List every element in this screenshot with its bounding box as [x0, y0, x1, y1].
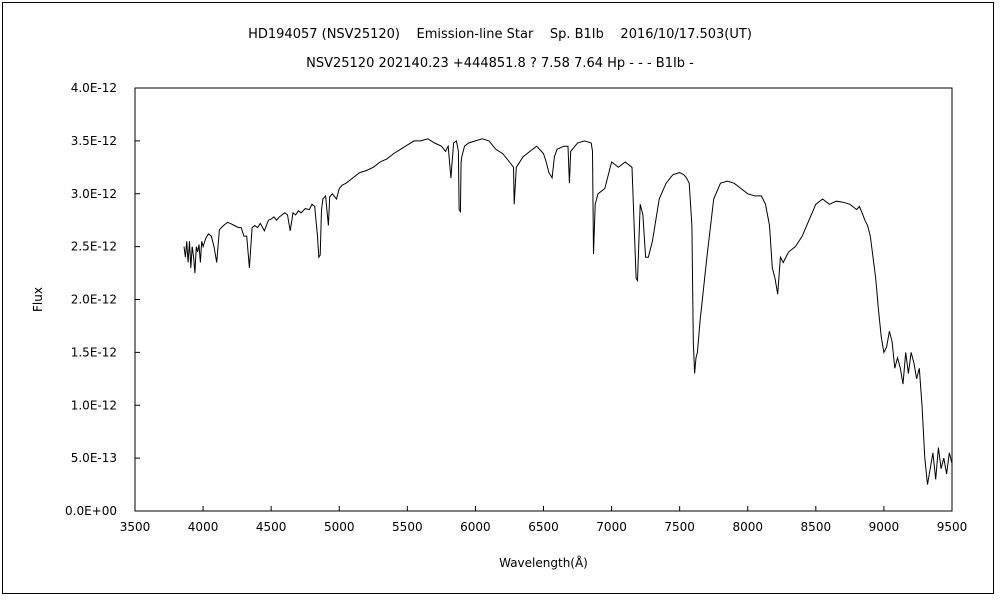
series-line-flux — [183, 138, 953, 485]
x-tick-label: 8500 — [801, 520, 832, 534]
x-axis-label: Wavelength(Å) — [499, 555, 588, 570]
x-tick-label: 3500 — [120, 520, 151, 534]
y-axis: 0.0E+00 5.0E-13 1.0E-12 1.5E-12 2.0E-12 2.5E-… — [65, 81, 140, 518]
y-tick-label: 3.0E-12 — [71, 187, 117, 201]
x-tick-label: 6000 — [460, 520, 491, 534]
x-tick-label: 7000 — [596, 520, 627, 534]
x-tick-label: 9500 — [937, 520, 968, 534]
x-tick-label: 4500 — [256, 520, 287, 534]
x-axis: 3500 4000 4500 5000 5500 6000 6500 7000 7500 8000… — [120, 506, 968, 534]
y-tick-label: 3.5E-12 — [71, 134, 117, 148]
plot-area — [134, 87, 953, 512]
y-tick-label: 2.5E-12 — [71, 240, 117, 254]
chart-frame — [2, 2, 994, 594]
x-tick-label: 6500 — [528, 520, 559, 534]
y-axis-label: Flux — [31, 287, 45, 312]
y-tick-label: 1.5E-12 — [71, 345, 117, 359]
chart-title: HD194057 (NSV25120) Emission-line Star S… — [248, 27, 752, 42]
y-tick-label: 2.0E-12 — [71, 293, 117, 307]
y-tick-label: 0.0E+00 — [65, 504, 117, 518]
x-tick-label: 5500 — [392, 520, 423, 534]
y-tick-label: 1.0E-12 — [71, 398, 117, 412]
x-tick-label: 4000 — [188, 520, 219, 534]
x-tick-label: 8000 — [732, 520, 763, 534]
x-tick-label: 5000 — [324, 520, 355, 534]
chart-subtitle: NSV25120 202140.23 +444851.8 ? 7.58 7.64… — [306, 56, 694, 71]
y-tick-label: 5.0E-13 — [71, 451, 117, 465]
x-tick-label: 7500 — [664, 520, 695, 534]
y-tick-label: 4.0E-12 — [71, 81, 117, 95]
x-tick-label: 9000 — [869, 520, 900, 534]
